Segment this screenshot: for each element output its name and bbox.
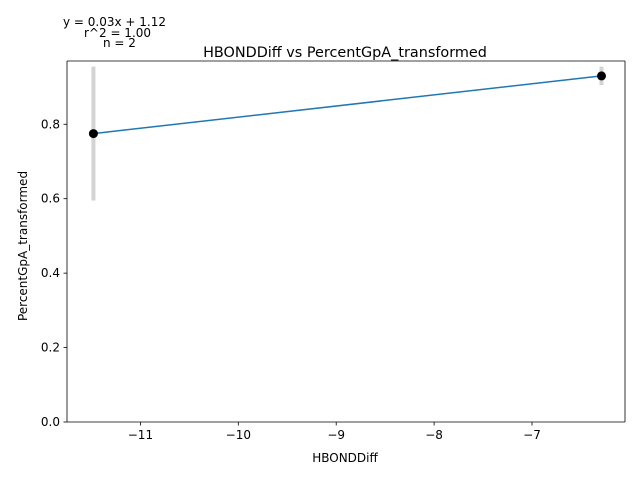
x-axis: −11 −10 −9 −8 −7: [128, 422, 541, 442]
annotation-n: n = 2: [103, 36, 136, 50]
plot-marks: [88, 66, 607, 201]
data-point-2: [597, 71, 607, 81]
x-tick-label-4: −8: [425, 428, 443, 442]
annotation-r2: r^2 = 1.00: [84, 26, 151, 40]
data-point-1: [88, 129, 98, 139]
x-tick-label-3: −9: [327, 428, 345, 442]
axes-spines: [66, 60, 626, 423]
y-tick-label-3: 0.4: [41, 266, 60, 280]
chart-title: HBONDDiff vs PercentGpA_transformed: [203, 45, 487, 61]
y-axis: 0.0 0.2 0.4 0.6 0.8: [41, 117, 67, 429]
x-axis-label: HBONDDiff: [312, 451, 378, 465]
x-tick-label-1: −11: [128, 428, 153, 442]
y-tick-label-4: 0.6: [41, 192, 60, 206]
fit-line: [93, 75, 602, 135]
y-tick-label-1: 0.0: [41, 415, 60, 429]
y-axis-label: PercentGpA_transformed: [16, 171, 30, 321]
annotation-equation: y = 0.03x + 1.12: [63, 15, 166, 29]
y-tick-label-5: 0.8: [41, 117, 60, 131]
x-tick-label-2: −10: [226, 428, 251, 442]
y-tick-label-2: 0.2: [41, 341, 60, 355]
fit-annotations: y = 0.03x + 1.12 r^2 = 1.00 n = 2: [63, 15, 166, 50]
x-tick-label-5: −7: [523, 428, 541, 442]
